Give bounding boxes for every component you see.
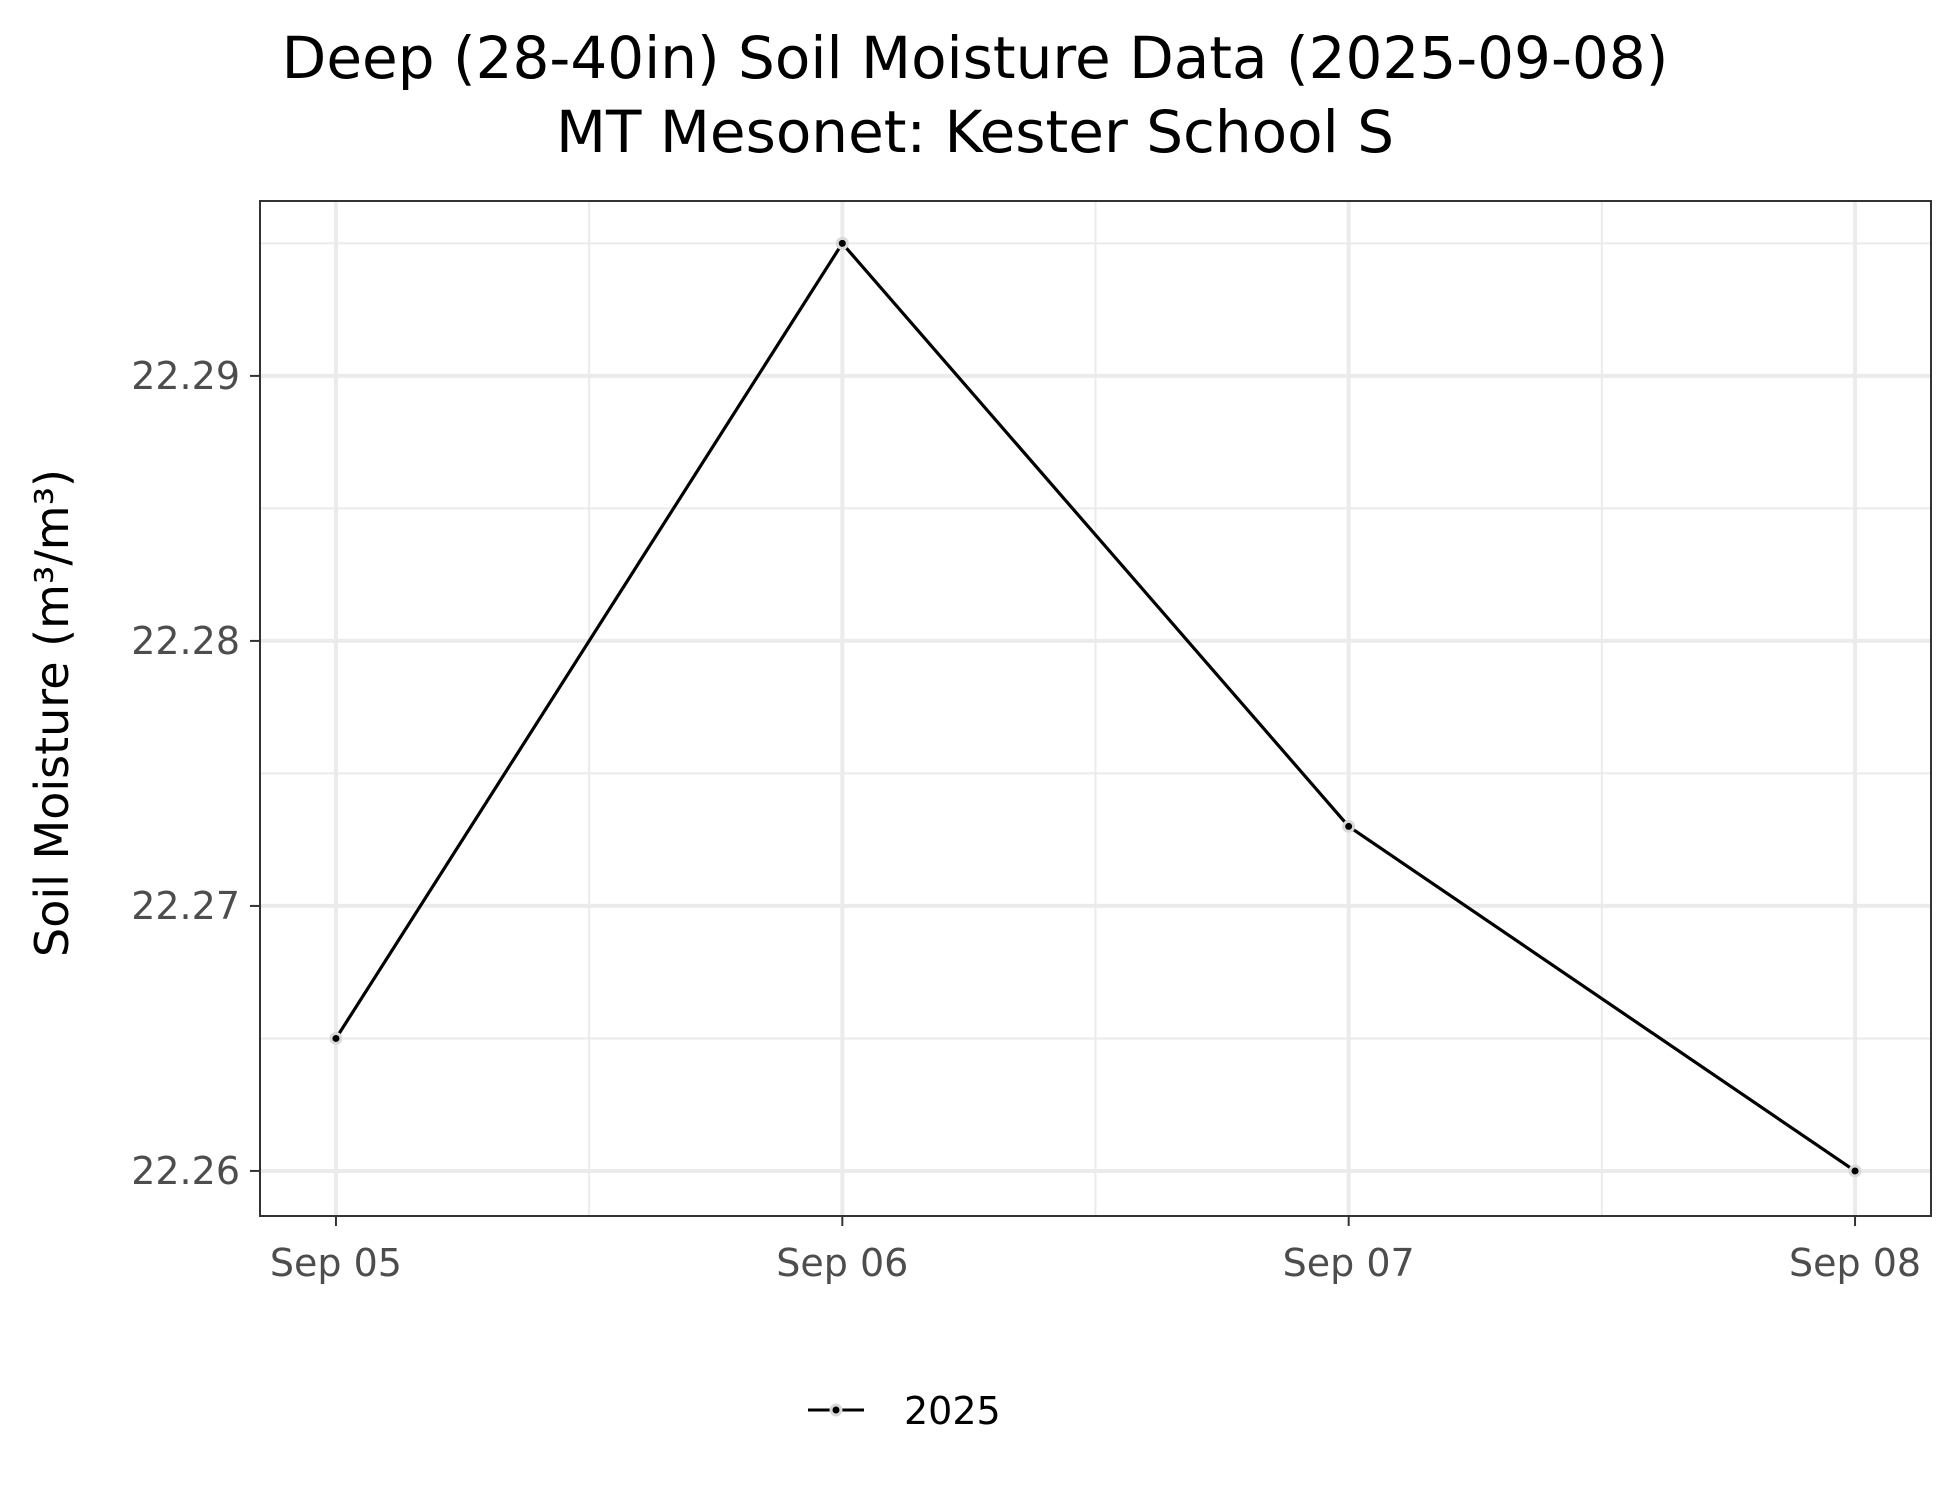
series-layer (329, 236, 1862, 1178)
grid-major (260, 201, 1931, 1216)
x-axis: Sep 05 Sep 06 Sep 07 Sep 08 (270, 1216, 1921, 1285)
data-point (1848, 1164, 1862, 1178)
y-axis: 22.26 22.27 22.28 22.29 (131, 354, 260, 1193)
series-line-2025 (334, 241, 1856, 1173)
legend-label: 2025 (904, 1389, 1001, 1433)
data-point (1342, 819, 1356, 833)
grid-minor (260, 201, 1931, 1216)
chart-title-line-1: Deep (28-40in) Soil Moisture Data (2025-… (282, 24, 1669, 92)
x-tick-label: Sep 06 (776, 1241, 908, 1285)
y-tick-label: 22.28 (131, 619, 240, 663)
y-tick-label: 22.27 (131, 884, 240, 928)
x-tick-label: Sep 08 (1789, 1241, 1921, 1285)
legend: 2025 (808, 1389, 1001, 1433)
data-point (835, 236, 849, 250)
plot-border (259, 200, 1932, 1217)
chart-title-line-2: MT Mesonet: Kester School S (556, 98, 1394, 166)
x-tick-label: Sep 05 (270, 1241, 402, 1285)
y-tick-label: 22.26 (131, 1149, 240, 1193)
y-tick-label: 22.29 (131, 354, 240, 398)
x-tick-label: Sep 07 (1283, 1241, 1415, 1285)
legend-key-point (829, 1403, 843, 1417)
data-point (329, 1031, 343, 1045)
y-axis-title: Soil Moisture (m³/m³) (25, 469, 79, 957)
panel-border-rect (259, 200, 1932, 1217)
